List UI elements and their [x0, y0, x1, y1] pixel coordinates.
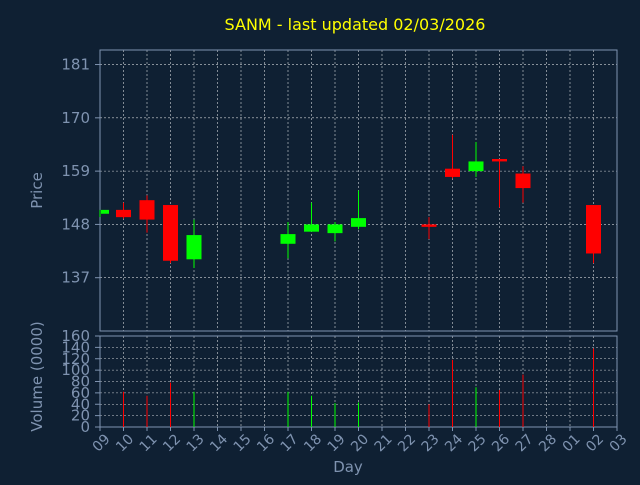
x-tick-label: 26: [489, 431, 513, 455]
volume-axis-label: Volume (0000): [28, 321, 46, 431]
candle-body: [101, 209, 109, 214]
price-tick-label: 170: [61, 109, 90, 127]
x-tick-label: 02: [583, 431, 607, 455]
x-tick-label: 22: [395, 431, 419, 455]
volume-tick-label: 0: [80, 418, 90, 436]
x-tick-label: 09: [90, 431, 114, 455]
x-tick-label: 01: [560, 431, 584, 455]
candle-body: [468, 161, 484, 172]
x-tick-label: 24: [442, 431, 466, 455]
volume-tick-label: 60: [71, 384, 90, 402]
chart-title: SANM - last updated 02/03/2026: [225, 15, 486, 34]
x-tick-label: 11: [137, 431, 161, 455]
x-axis-label: Day: [333, 458, 363, 476]
x-tick-label: 23: [419, 431, 443, 455]
volume-tick-label: 120: [61, 350, 90, 368]
candle-body: [327, 224, 343, 234]
candle-body: [421, 224, 437, 227]
x-tick-label: 21: [372, 431, 396, 455]
candle-body: [492, 159, 507, 162]
volume-tick-label: 20: [71, 407, 90, 425]
price-tick-label: 181: [61, 56, 90, 74]
price-panel-frame: [99, 49, 618, 332]
x-tick-label: 10: [113, 431, 137, 455]
x-tick-label: 28: [536, 431, 560, 455]
candle-body: [139, 200, 155, 220]
x-tick-label: 18: [301, 431, 325, 455]
price-tick-label: 159: [61, 162, 90, 180]
volume-tick-label: 100: [61, 361, 90, 379]
candle-body: [351, 218, 366, 227]
candle-body: [116, 209, 131, 218]
price-axis-label: Price: [28, 172, 46, 209]
x-tick-label: 17: [278, 431, 302, 455]
x-tick-label: 14: [207, 431, 231, 455]
x-tick-label: 03: [607, 431, 631, 455]
price-tick-label: 148: [61, 215, 90, 233]
price-tick-label: 137: [61, 269, 90, 287]
x-tick-label: 15: [231, 431, 255, 455]
volume-tick-label: 80: [71, 373, 90, 391]
x-tick-label: 19: [325, 431, 349, 455]
candle-body: [280, 234, 296, 244]
volume-tick-label: 160: [61, 327, 90, 345]
x-tick-label: 13: [184, 431, 208, 455]
volume-tick-label: 40: [71, 395, 90, 413]
x-tick-label: 27: [513, 431, 537, 455]
volume-tick-label: 140: [61, 338, 90, 356]
candle-body: [304, 224, 319, 232]
x-tick-label: 20: [348, 431, 372, 455]
candle-body: [586, 205, 601, 254]
x-tick-label: 12: [160, 431, 184, 455]
candle-body: [163, 205, 178, 261]
x-tick-label: 16: [254, 431, 278, 455]
candle-body: [445, 168, 460, 177]
candle-body: [515, 173, 531, 189]
x-tick-label: 25: [466, 431, 490, 455]
candle-body: [186, 235, 202, 260]
